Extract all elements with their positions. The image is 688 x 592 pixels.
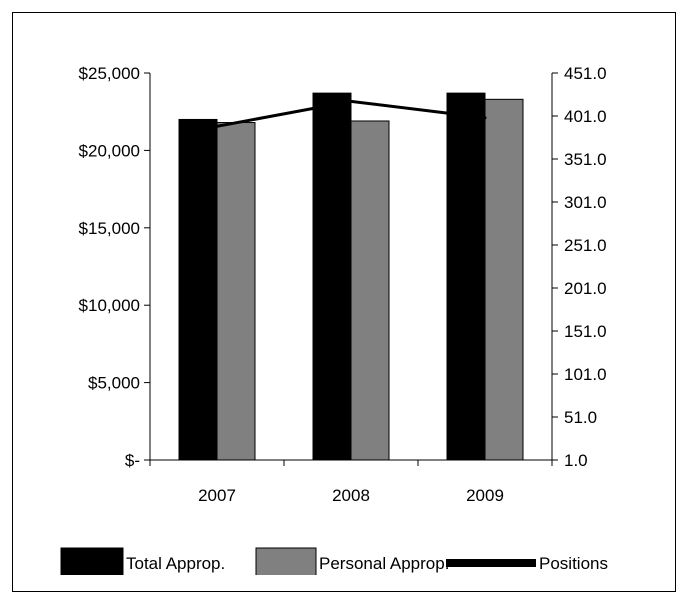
right-tick-label: 251.0 [564, 236, 607, 255]
bar-total-approp [178, 118, 218, 461]
bar-personal-approp [350, 120, 390, 461]
positions-point [483, 116, 487, 120]
right-tick-label: 351.0 [564, 150, 607, 169]
right-tick-label: 201.0 [564, 279, 607, 298]
left-tick-label: $- [125, 451, 140, 470]
left-tick-label: $5,000 [88, 374, 140, 393]
x-tick-label: 2007 [198, 486, 236, 505]
left-tick-label: $25,000 [79, 64, 140, 83]
bar-personal-approp [216, 122, 256, 461]
bar-personal-approp [484, 98, 524, 461]
chart: $- $5,000 $10,000 $15,000 $20,000 $25,000 1.0 5… [60, 64, 608, 575]
x-tick-label: 2008 [332, 486, 370, 505]
left-tick-label: $10,000 [79, 296, 140, 315]
positions-line-layer [215, 99, 487, 128]
legend-swatch-total-approp [60, 547, 124, 575]
right-tick-label: 301.0 [564, 193, 607, 212]
right-tick-label: 51.0 [564, 408, 597, 427]
right-tick-label: 1.0 [564, 451, 588, 470]
legend: Total Approp. Personal Approp. Positions [60, 547, 608, 575]
bars [178, 92, 524, 461]
right-tick-label: 451.0 [564, 64, 607, 83]
bar-total-approp [446, 92, 486, 461]
right-tick-label: 151.0 [564, 322, 607, 341]
left-tick-label: $20,000 [79, 141, 140, 160]
axes: $- $5,000 $10,000 $15,000 $20,000 $25,000 1.0 5… [79, 64, 607, 505]
positions-point [349, 99, 353, 103]
legend-label-total-approp: Total Approp. [126, 554, 225, 573]
legend-swatch-positions [446, 559, 536, 567]
x-tick-label: 2009 [466, 486, 504, 505]
legend-label-positions: Positions [539, 554, 608, 573]
legend-label-personal-approp: Personal Approp. [319, 554, 449, 573]
left-tick-label: $15,000 [79, 219, 140, 238]
right-tick-label: 401.0 [564, 107, 607, 126]
bar-total-approp [312, 92, 352, 461]
legend-swatch-personal-approp [255, 547, 317, 575]
right-tick-label: 101.0 [564, 365, 607, 384]
positions-point [215, 124, 219, 128]
